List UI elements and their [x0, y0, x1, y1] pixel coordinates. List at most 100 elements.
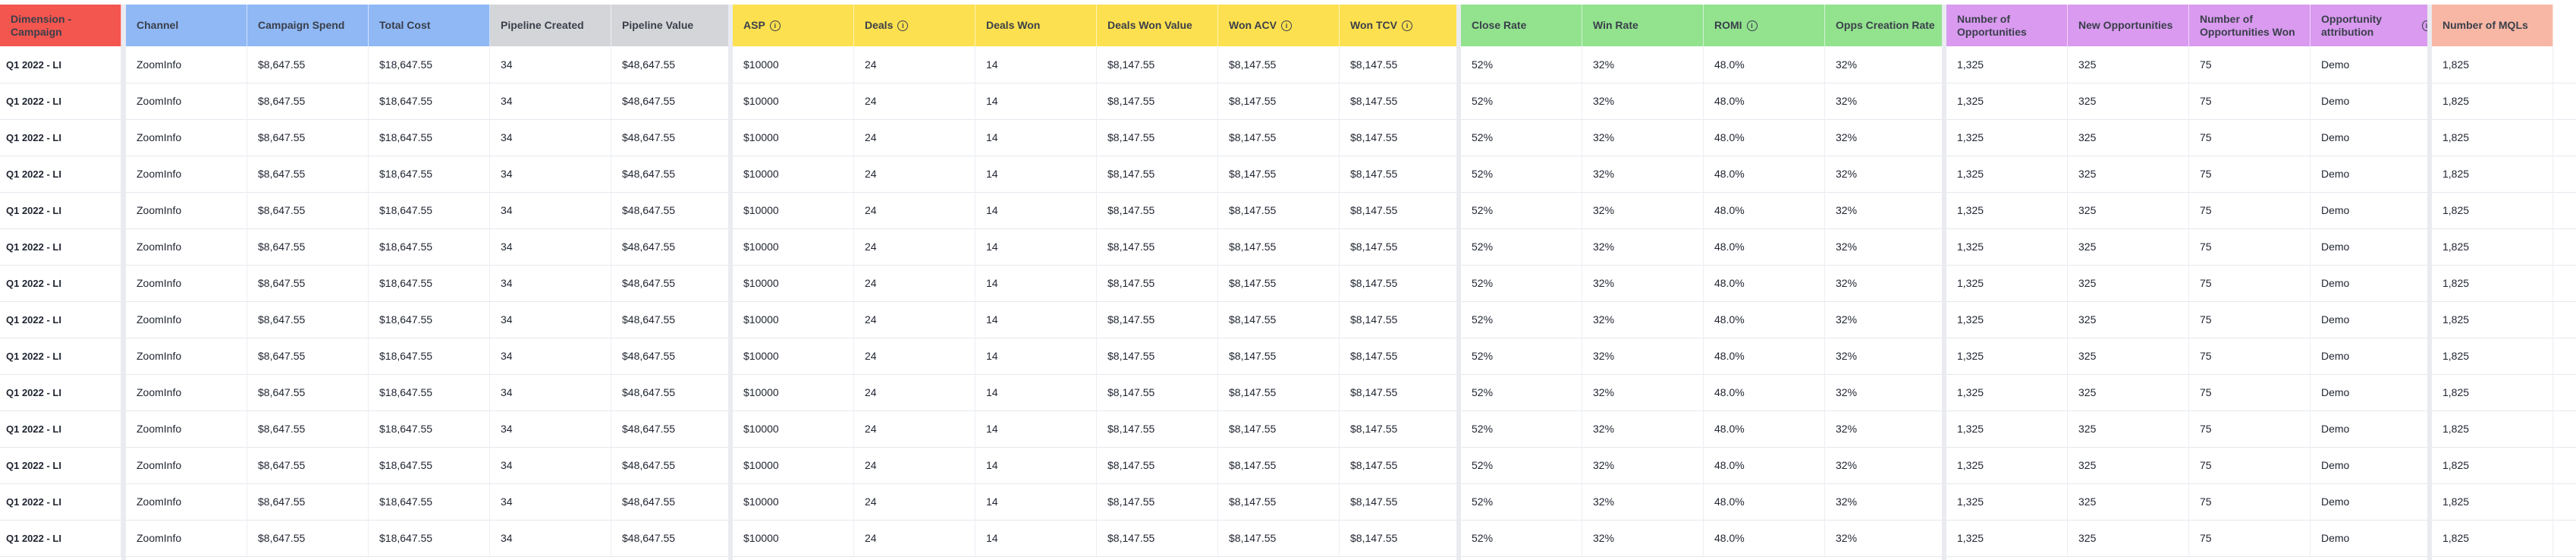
table-row[interactable]: Q1 2022 - LI ZoomInfo $8,647.55 $18,647.55 3… — [0, 301, 2576, 338]
cell-opps-creation-rate[interactable]: 32% — [1825, 119, 1946, 156]
cell-pipeline-created[interactable]: 34 — [490, 374, 611, 411]
cell-opportunity-attribution[interactable]: Demo — [2311, 447, 2432, 483]
cell-romi[interactable]: 48.0% — [1704, 411, 1825, 447]
cell-win-rate[interactable]: 32% — [1582, 301, 1704, 338]
column-header-asp[interactable]: ASP i — [733, 5, 854, 46]
cell-won-tcv[interactable]: $8,147.55 — [1340, 156, 1461, 192]
table-row[interactable]: Q1 2022 - LI ZoomInfo $8,647.55 $18,647.55 3… — [0, 83, 2576, 120]
cell-won-acv[interactable]: $8,147.55 — [1218, 228, 1340, 265]
cell-number-of-opportunities-won[interactable]: 75 — [2189, 447, 2311, 483]
cell-won-acv[interactable]: $8,147.55 — [1218, 411, 1340, 447]
cell-won-acv[interactable]: $8,147.55 — [1218, 265, 1340, 301]
cell-romi[interactable]: 48.0% — [1704, 301, 1825, 338]
cell-won-tcv[interactable]: $8,147.55 — [1340, 447, 1461, 483]
table-row[interactable]: Q1 2022 - LI ZoomInfo $8,647.55 $18,647.55 3… — [0, 46, 2576, 83]
cell-pipeline-created[interactable]: 34 — [490, 46, 611, 83]
cell-pipeline-value[interactable]: $48,647.55 — [611, 483, 733, 520]
cell-number-of-opportunities-won[interactable]: 75 — [2189, 83, 2311, 119]
cell-new-opportunities[interactable]: 325 — [2068, 119, 2189, 156]
cell-deals-won-value[interactable]: $8,147.55 — [1097, 192, 1218, 228]
cell-number-of-opportunities-won[interactable]: 75 — [2189, 411, 2311, 447]
cell-won-tcv[interactable]: $8,147.55 — [1340, 192, 1461, 228]
cell-asp[interactable]: $10000 — [733, 192, 854, 228]
cell-channel[interactable]: ZoomInfo — [126, 119, 247, 156]
cell-dimension-campaign[interactable]: Q1 2022 - LI — [0, 483, 121, 520]
cell-new-opportunities[interactable]: 325 — [2068, 46, 2189, 83]
cell-close-rate[interactable]: 52% — [1461, 338, 1582, 374]
cell-romi[interactable]: 48.0% — [1704, 83, 1825, 119]
cell-pipeline-value[interactable]: $48,647.55 — [611, 119, 733, 156]
cell-new-opportunities[interactable]: 325 — [2068, 156, 2189, 192]
cell-campaign-spend[interactable]: $8,647.55 — [247, 338, 369, 374]
cell-dimension-campaign[interactable]: Q1 2022 - LI — [0, 374, 121, 411]
cell-deals[interactable]: 24 — [854, 83, 975, 119]
cell-deals[interactable]: 24 — [854, 156, 975, 192]
info-icon[interactable]: i — [1401, 20, 1412, 31]
cell-won-acv[interactable]: $8,147.55 — [1218, 119, 1340, 156]
column-header-dimension-campaign[interactable]: Dimension - Campaign — [0, 5, 121, 46]
column-header-win-rate[interactable]: Win Rate — [1582, 5, 1704, 46]
cell-opportunity-attribution[interactable]: Demo — [2311, 83, 2432, 119]
cell-close-rate[interactable]: 52% — [1461, 520, 1582, 556]
cell-romi[interactable]: 48.0% — [1704, 447, 1825, 483]
table-row[interactable]: Q1 2022 - LI ZoomInfo $8,647.55 $18,647.55 3… — [0, 156, 2576, 193]
cell-number-of-mqls[interactable]: 1,825 — [2432, 520, 2553, 556]
cell-total-cost[interactable]: $18,647.55 — [369, 192, 490, 228]
cell-won-tcv[interactable]: $8,147.55 — [1340, 228, 1461, 265]
cell-deals-won[interactable]: 14 — [975, 156, 1097, 192]
cell-total-cost[interactable]: $18,647.55 — [369, 411, 490, 447]
cell-number-of-opportunities[interactable]: 1,325 — [1946, 301, 2068, 338]
cell-number-of-mqls[interactable]: 1,825 — [2432, 265, 2553, 301]
table-row[interactable]: Q1 2022 - LI ZoomInfo $8,647.55 $18,647.55 3… — [0, 338, 2576, 375]
cell-pipeline-created[interactable]: 34 — [490, 520, 611, 556]
cell-channel[interactable]: ZoomInfo — [126, 265, 247, 301]
cell-won-tcv[interactable]: $8,147.55 — [1340, 483, 1461, 520]
cell-number-of-opportunities[interactable]: 1,325 — [1946, 192, 2068, 228]
cell-total-cost[interactable]: $18,647.55 — [369, 83, 490, 119]
cell-opps-creation-rate[interactable]: 32% — [1825, 228, 1946, 265]
cell-channel[interactable]: ZoomInfo — [126, 46, 247, 83]
column-header-opportunity-attribution[interactable]: Opportunity attributioni — [2311, 5, 2432, 46]
cell-win-rate[interactable]: 32% — [1582, 265, 1704, 301]
cell-pipeline-value[interactable]: $48,647.55 — [611, 411, 733, 447]
cell-win-rate[interactable]: 32% — [1582, 46, 1704, 83]
cell-number-of-mqls[interactable]: 1,825 — [2432, 119, 2553, 156]
cell-number-of-mqls[interactable]: 1,825 — [2432, 447, 2553, 483]
table-row[interactable]: Q1 2022 - LI ZoomInfo $8,647.55 $18,647.55 3… — [0, 374, 2576, 411]
cell-romi[interactable]: 48.0% — [1704, 192, 1825, 228]
column-header-won-acv[interactable]: Won ACV i — [1218, 5, 1340, 46]
cell-won-tcv[interactable]: $8,147.55 — [1340, 301, 1461, 338]
cell-number-of-mqls[interactable]: 1,825 — [2432, 338, 2553, 374]
cell-new-opportunities[interactable]: 325 — [2068, 338, 2189, 374]
cell-deals-won-value[interactable]: $8,147.55 — [1097, 228, 1218, 265]
cell-opps-creation-rate[interactable]: 32% — [1825, 301, 1946, 338]
cell-number-of-opportunities[interactable]: 1,325 — [1946, 119, 2068, 156]
cell-pipeline-created[interactable]: 34 — [490, 119, 611, 156]
cell-campaign-spend[interactable]: $8,647.55 — [247, 156, 369, 192]
cell-campaign-spend[interactable]: $8,647.55 — [247, 447, 369, 483]
cell-opps-creation-rate[interactable]: 32% — [1825, 520, 1946, 556]
cell-pipeline-value[interactable]: $48,647.55 — [611, 374, 733, 411]
cell-campaign-spend[interactable]: $8,647.55 — [247, 46, 369, 83]
cell-opportunity-attribution[interactable]: Demo — [2311, 119, 2432, 156]
cell-channel[interactable]: ZoomInfo — [126, 338, 247, 374]
cell-number-of-mqls[interactable]: 1,825 — [2432, 192, 2553, 228]
cell-campaign-spend[interactable]: $8,647.55 — [247, 411, 369, 447]
cell-total-cost[interactable]: $18,647.55 — [369, 156, 490, 192]
cell-new-opportunities[interactable]: 325 — [2068, 374, 2189, 411]
cell-number-of-mqls[interactable]: 1,825 — [2432, 301, 2553, 338]
cell-won-tcv[interactable]: $8,147.55 — [1340, 411, 1461, 447]
cell-number-of-opportunities-won[interactable]: 75 — [2189, 374, 2311, 411]
cell-total-cost[interactable]: $18,647.55 — [369, 119, 490, 156]
cell-opps-creation-rate[interactable]: 32% — [1825, 483, 1946, 520]
table-row[interactable]: Q1 2022 - LI ZoomInfo $8,647.55 $18,647.55 3… — [0, 265, 2576, 302]
cell-won-tcv[interactable]: $8,147.55 — [1340, 338, 1461, 374]
cell-pipeline-value[interactable]: $48,647.55 — [611, 520, 733, 556]
cell-win-rate[interactable]: 32% — [1582, 338, 1704, 374]
cell-deals-won-value[interactable]: $8,147.55 — [1097, 447, 1218, 483]
cell-number-of-opportunities-won[interactable]: 75 — [2189, 520, 2311, 556]
cell-number-of-opportunities-won[interactable]: 75 — [2189, 265, 2311, 301]
cell-number-of-mqls[interactable]: 1,825 — [2432, 46, 2553, 83]
cell-deals[interactable]: 24 — [854, 338, 975, 374]
cell-campaign-spend[interactable]: $8,647.55 — [247, 83, 369, 119]
